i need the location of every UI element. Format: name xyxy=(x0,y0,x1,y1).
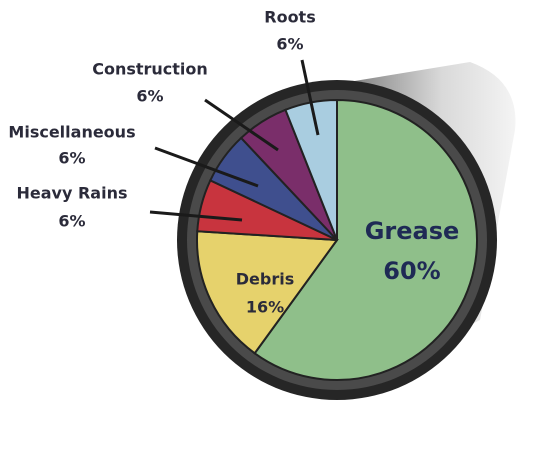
slice-value-label: 60% xyxy=(383,257,440,285)
slice-value-label: 6% xyxy=(276,35,303,54)
slice-label: Miscellaneous xyxy=(8,123,135,142)
slice-label: Construction xyxy=(92,60,208,79)
slice-value-label: 6% xyxy=(58,212,85,231)
slice-value-label: 6% xyxy=(136,87,163,106)
slice-value-label: 16% xyxy=(246,298,284,317)
slice-value-label: 6% xyxy=(58,149,85,168)
chart: Grease60%Debris16%Heavy Rains6%Miscellan… xyxy=(0,0,540,458)
slice-label: Heavy Rains xyxy=(17,184,128,203)
slice-label: Grease xyxy=(365,217,460,245)
slice-label: Debris xyxy=(236,270,294,289)
slice-label: Roots xyxy=(264,8,315,27)
